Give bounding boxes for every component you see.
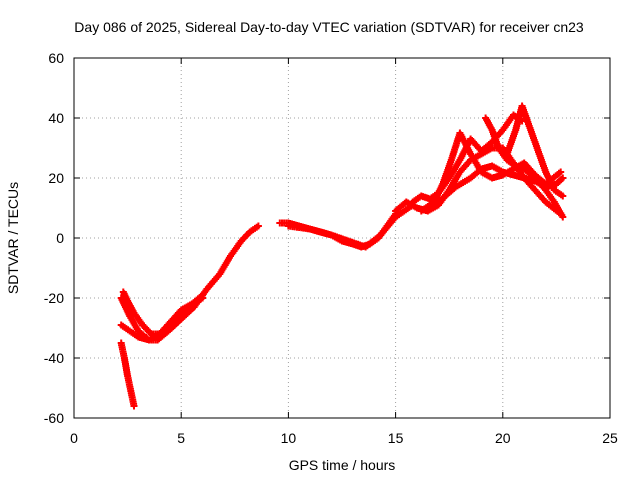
y-tick-label: 60 [48,50,64,66]
series-track-k [482,114,567,221]
x-tick-label: 25 [602,430,618,446]
y-tick-label: -60 [44,410,64,426]
y-tick-label: -20 [44,290,64,306]
x-axis-label: GPS time / hours [289,457,396,473]
x-tick-label: 0 [70,430,78,446]
y-tick-label: 20 [48,170,64,186]
y-tick-label: 40 [48,110,64,126]
series-track-l [503,102,567,200]
x-tick-label: 10 [281,430,297,446]
x-tick-label: 15 [388,430,404,446]
chart-title: Day 086 of 2025, Sidereal Day-to-day VTE… [74,19,584,35]
series-track-f [284,201,417,251]
y-axis-label: SDTVAR / TECUs [5,182,21,294]
x-tick-label: 20 [495,430,511,446]
x-tick-label: 5 [177,430,185,446]
y-tick-label: 0 [56,230,64,246]
series-track-c [117,291,207,344]
series-track-d [117,339,138,410]
data-points [117,102,567,410]
y-tick-label: -40 [44,350,64,366]
axis-ticks: 0 5 10 15 20 25 -60 -40 -20 0 20 40 60 [44,50,618,446]
